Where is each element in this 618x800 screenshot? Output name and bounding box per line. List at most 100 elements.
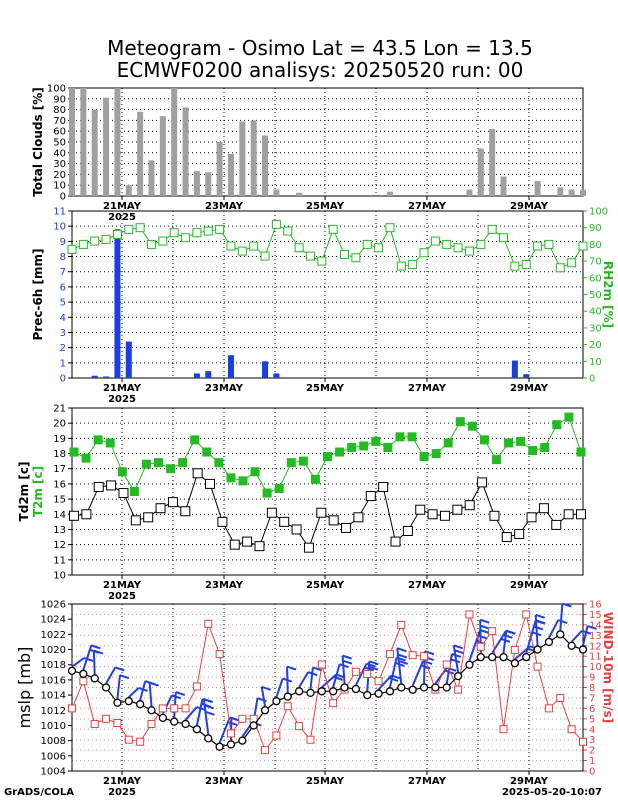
wind-barb (275, 678, 284, 698)
mslp-point (67, 666, 77, 675)
cloud-bar (159, 116, 166, 196)
wind-barb (116, 675, 121, 699)
wind-barb (195, 698, 204, 726)
t2m-point (178, 458, 188, 468)
y-tick-label: 50 (53, 138, 66, 149)
y-tick-label: 20 (53, 419, 66, 430)
title-line2: ECMWF0200 analisys: 20250520 run: 00 (117, 58, 524, 82)
rh-point (283, 226, 293, 236)
y-tick-label: 1018 (41, 660, 66, 671)
x-year-label: 2025 (108, 394, 136, 405)
y-tick-label: 17 (53, 464, 66, 475)
precip-bar (511, 360, 518, 378)
t2m-point (226, 473, 236, 483)
cloud-bar (534, 180, 541, 196)
rh-point (237, 246, 247, 256)
y-tick-label: 0 (60, 374, 66, 385)
y2-tick-label: 2 (589, 746, 595, 757)
mslp-point (419, 683, 429, 692)
rh-point (78, 239, 88, 249)
y2-tick-label: 40 (589, 307, 602, 318)
wind-barb (71, 657, 85, 668)
rh-point (453, 243, 463, 253)
rh-point (510, 261, 520, 271)
wind-barb-flag (479, 629, 490, 634)
t2m-point (407, 432, 417, 442)
wind-point (158, 704, 167, 713)
mslp-point (192, 725, 202, 734)
y2-tick-label: 0 (589, 374, 595, 385)
wind-barb (445, 653, 453, 684)
mslp-point (431, 683, 440, 692)
td2m-point (143, 512, 154, 523)
wind-barb-flag (424, 650, 435, 656)
wind-barb (332, 663, 341, 688)
t2m-point (129, 487, 139, 496)
td2m-point (69, 510, 79, 521)
cloud-bar (103, 97, 110, 196)
y-tick-label: 4 (60, 313, 66, 324)
y-tick-label: 80 (53, 105, 66, 116)
t2m-point (214, 458, 224, 468)
t2m-point (69, 447, 79, 457)
t2m-point (431, 449, 441, 459)
y-tick-label: 5 (60, 298, 66, 309)
rh-point (226, 241, 236, 251)
td2m-point (81, 509, 92, 520)
t2m-point (528, 446, 538, 456)
wind-barb-flag (535, 619, 546, 625)
y-tick-label: 7 (60, 267, 66, 278)
wind-line (71, 612, 584, 752)
y2-tick-label: 0 (589, 767, 595, 778)
precip-bar (91, 375, 98, 378)
wind-barb-flag (369, 660, 379, 666)
cloud-bar (489, 129, 496, 196)
td2m-point (303, 542, 314, 553)
x-tick-label: 29MAY (510, 201, 549, 212)
y-tick-label: 0 (60, 192, 66, 203)
y2-tick-label: 3 (589, 735, 595, 746)
t2m-point (105, 438, 115, 448)
y2-tick-label: 9 (589, 673, 595, 684)
rh-point (419, 248, 429, 258)
td2m-point (415, 504, 426, 515)
wind-barb-flag (286, 665, 297, 671)
x-tick-label: 27MAY (408, 383, 447, 394)
t2m-point (93, 435, 103, 445)
wind-point (374, 677, 383, 686)
wind-point (261, 746, 270, 755)
wind-barb-flag (535, 613, 546, 619)
wind-barb (388, 657, 398, 688)
td2m-point (192, 468, 203, 479)
wind-point (181, 704, 190, 713)
x-tick-label: 25MAY (306, 580, 345, 591)
precip-bar (273, 373, 280, 378)
mslp-point (488, 652, 497, 662)
t2m-point (516, 436, 526, 446)
y-tick-label: 60 (53, 127, 66, 138)
wind-point (533, 662, 542, 671)
mslp-point (215, 742, 224, 751)
precip-bar (523, 374, 530, 378)
mslp-point (385, 687, 395, 696)
t2m-point (81, 453, 91, 463)
rh-point (317, 256, 327, 266)
wind-point (522, 610, 531, 619)
y-tick-label: 13 (53, 525, 66, 536)
mslp-point (170, 717, 179, 726)
rh-point (385, 223, 395, 233)
y-tick-label: 8 (60, 252, 66, 263)
y2-tick-label: 16 (589, 600, 602, 611)
y-tick-label: 1010 (41, 721, 66, 732)
rh-point (499, 233, 509, 243)
y-tick-label: 1 (60, 358, 66, 369)
t2m-point (443, 438, 453, 448)
y-tick-label: 1020 (41, 645, 66, 656)
wind-barb (202, 698, 210, 735)
t2m-point (540, 442, 550, 452)
wind-point (442, 660, 451, 669)
wind-barb-flag (506, 629, 516, 635)
precip-bar (193, 373, 200, 378)
t2m-point (238, 476, 248, 486)
wind-point (226, 729, 235, 738)
